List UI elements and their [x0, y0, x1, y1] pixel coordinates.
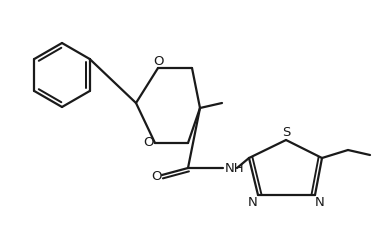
Text: NH: NH [225, 162, 244, 174]
Text: O: O [151, 170, 161, 184]
Text: N: N [315, 196, 325, 210]
Text: N: N [248, 196, 258, 210]
Text: O: O [143, 136, 153, 150]
Text: S: S [282, 125, 290, 138]
Text: O: O [153, 54, 163, 67]
